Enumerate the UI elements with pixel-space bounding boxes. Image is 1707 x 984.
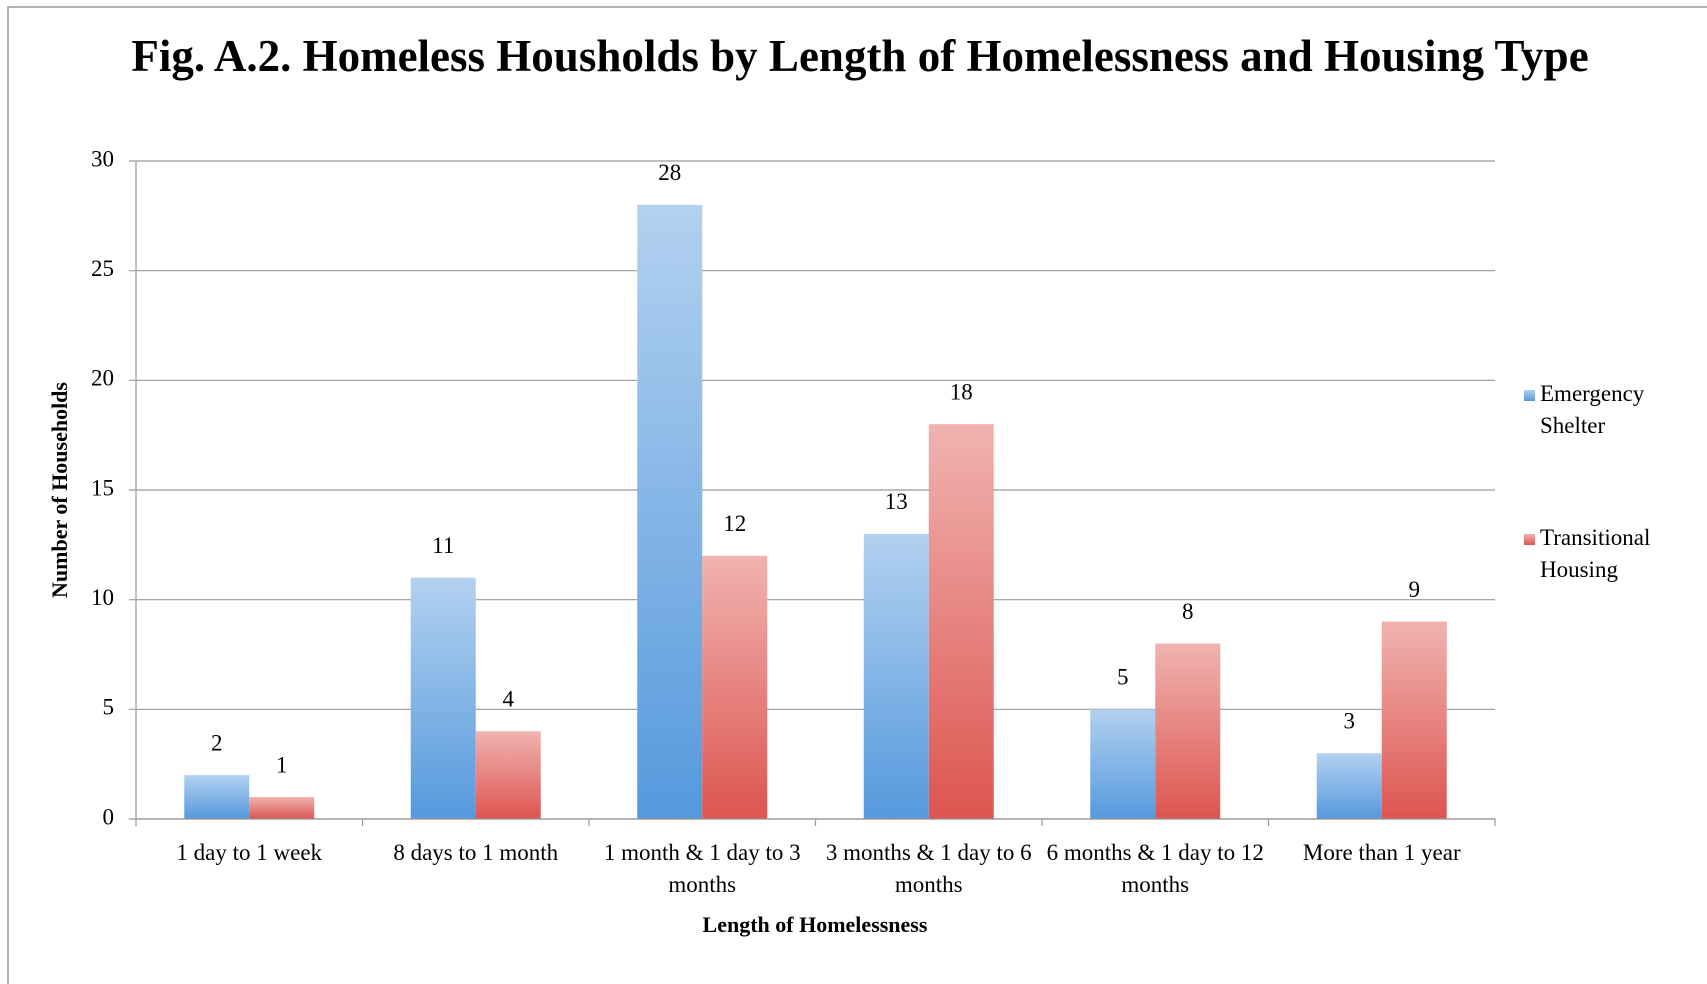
x-tick-label-box: 6 months & 1 day to 12 months xyxy=(1046,840,1264,897)
y-tick-label: 15 xyxy=(91,475,114,500)
data-label: 28 xyxy=(658,160,681,185)
y-tick-label: 20 xyxy=(91,366,114,391)
legend-label-box: Transitional Housing xyxy=(1540,525,1651,582)
data-label: 3 xyxy=(1344,708,1356,733)
x-tick-label-box: More than 1 year xyxy=(1302,840,1461,865)
data-label: 11 xyxy=(432,533,454,558)
data-label: 1 xyxy=(276,752,288,777)
legend-label: Emergency Shelter xyxy=(1540,381,1645,438)
data-label: 18 xyxy=(950,379,973,404)
legend-label-box: Emergency Shelter xyxy=(1540,381,1645,438)
x-tick-label-box: 1 day to 1 week xyxy=(176,840,323,865)
x-tick-label-box: 1 month & 1 day to 3 months xyxy=(603,840,801,897)
x-tick-label: More than 1 year xyxy=(1302,840,1461,865)
y-tick-label: 10 xyxy=(91,585,114,610)
y-tick-label: 5 xyxy=(103,695,115,720)
bar xyxy=(1316,753,1382,819)
x-tick-label: 3 months & 1 day to 6 months xyxy=(825,840,1032,897)
bar xyxy=(475,731,541,819)
x-tick-label: 8 days to 1 month xyxy=(393,840,559,865)
y-axis-label: Number of Households xyxy=(47,382,72,598)
data-label: 2 xyxy=(211,730,223,755)
bar xyxy=(702,555,768,819)
x-tick-label-box: 8 days to 1 month xyxy=(393,840,559,865)
x-tick-label: 6 months & 1 day to 12 months xyxy=(1046,840,1264,897)
bar xyxy=(637,204,703,819)
data-label: 12 xyxy=(723,511,746,536)
frame xyxy=(7,6,1707,984)
data-label: 5 xyxy=(1117,665,1129,690)
x-tick-label: 1 month & 1 day to 3 months xyxy=(603,840,801,897)
bar xyxy=(1381,621,1447,819)
legend-label: Transitional Housing xyxy=(1540,525,1651,582)
bar xyxy=(249,797,315,819)
x-axis-label: Length of Homelessness xyxy=(703,912,928,937)
bar xyxy=(184,775,250,819)
x-tick-label-box: 3 months & 1 day to 6 months xyxy=(825,840,1032,897)
legend-swatch xyxy=(1524,390,1535,401)
x-tick-label: 1 day to 1 week xyxy=(176,840,323,865)
bar xyxy=(863,533,929,819)
chart-title: Fig. A.2. Homeless Housholds by Length o… xyxy=(131,31,1589,81)
bar xyxy=(1090,709,1156,819)
bar xyxy=(928,424,994,819)
bar xyxy=(1155,643,1221,819)
data-label: 4 xyxy=(503,687,515,712)
y-tick-label: 30 xyxy=(91,146,114,171)
y-tick-label: 0 xyxy=(103,804,115,829)
legend-swatch xyxy=(1524,534,1535,545)
bar xyxy=(410,577,476,819)
title-box: Fig. A.2. Homeless Housholds by Length o… xyxy=(131,31,1589,81)
data-label: 9 xyxy=(1409,577,1421,602)
y-tick-label: 25 xyxy=(91,256,114,281)
data-label: 8 xyxy=(1182,599,1194,624)
data-label: 13 xyxy=(885,489,908,514)
